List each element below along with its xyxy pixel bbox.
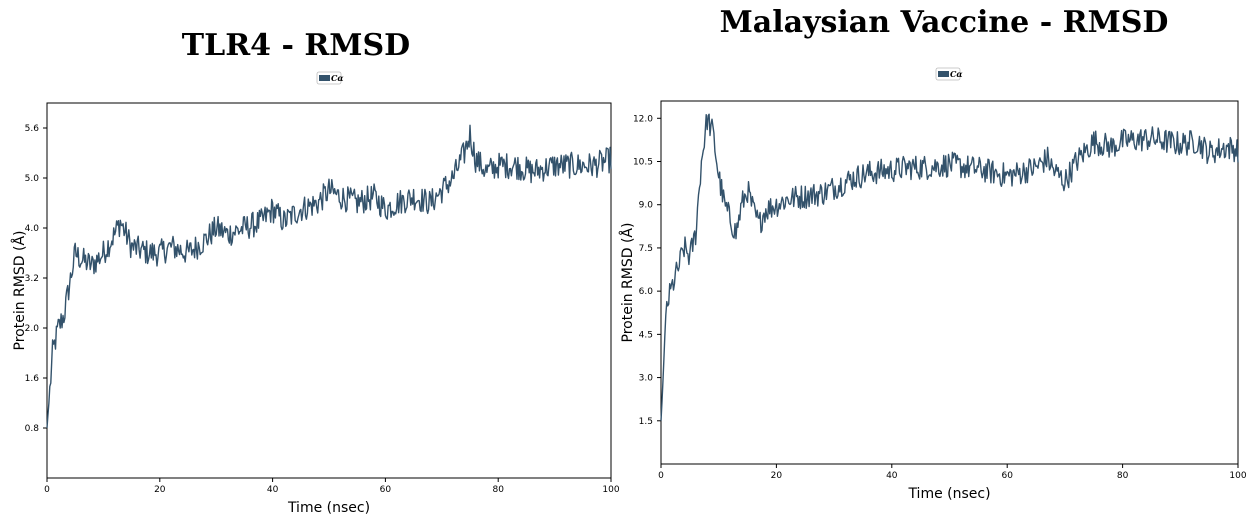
y-tick-label: 5.0 [25,174,40,184]
series-line-Cα [46,124,612,429]
y-tick-label: 6.0 [639,287,654,297]
plot-frame [46,102,612,479]
legend: Cα [935,67,963,81]
y-axis-label: Protein RMSD (Å) [619,223,636,343]
y-tick-label: 0.8 [25,424,40,434]
legend-label: Cα [950,69,963,79]
y-tick-label: 4.5 [639,330,653,340]
y-tick-label: 10.5 [633,158,653,168]
x-axis-label: Time (nsec) [907,486,990,502]
legend-label: Cα [331,73,344,83]
x-tick-label: 40 [886,471,898,481]
y-axis-label: Protein RMSD (Å) [11,231,28,351]
y-tick-label: 7.5 [639,244,653,254]
legend: Cα [316,71,344,85]
y-tick-label: 2.0 [25,324,40,334]
chart-title-tlr4: TLR4 - RMSD [181,28,411,63]
x-tick-label: 60 [1001,471,1013,481]
x-axis-label: Time (nsec) [287,500,370,516]
legend-swatch [938,71,949,77]
x-tick-label: 20 [154,485,166,495]
chart-1: 0 20 40 60 80 100 1.5 3.0 4.5 6.0 7.5 9.0 10.5 12.0 Ti… [619,67,1247,502]
y-tick-label: 1.6 [25,374,40,384]
x-tick-label: 40 [267,485,279,495]
x-tick-label: 0 [658,471,664,481]
x-tick-label: 20 [771,471,783,481]
plot-frame [660,100,1239,465]
y-tick-label: 4.0 [25,224,40,234]
x-tick-label: 60 [380,485,392,495]
chart-0: 0 20 40 60 80 100 0.8 1.6 2.0 3.2 4.0 5.0 5.6 Time (n… [11,71,620,516]
x-tick-label: 80 [1117,471,1129,481]
y-tick-label: 3.2 [25,274,39,284]
y-tick-label: 9.0 [639,201,654,211]
series-line-Cα [660,113,1239,421]
x-tick-label: 0 [44,485,50,495]
y-tick-label: 5.6 [25,124,40,134]
legend-swatch [319,75,330,81]
y-tick-label: 12.0 [633,114,653,124]
chart-title-malaysian-vaccine: Malaysian Vaccine - RMSD [719,5,1169,40]
x-tick-label: 100 [1229,471,1246,481]
y-tick-label: 3.0 [639,374,654,384]
y-tick-label: 1.5 [639,417,653,427]
x-tick-label: 80 [492,485,504,495]
x-tick-label: 100 [602,485,619,495]
